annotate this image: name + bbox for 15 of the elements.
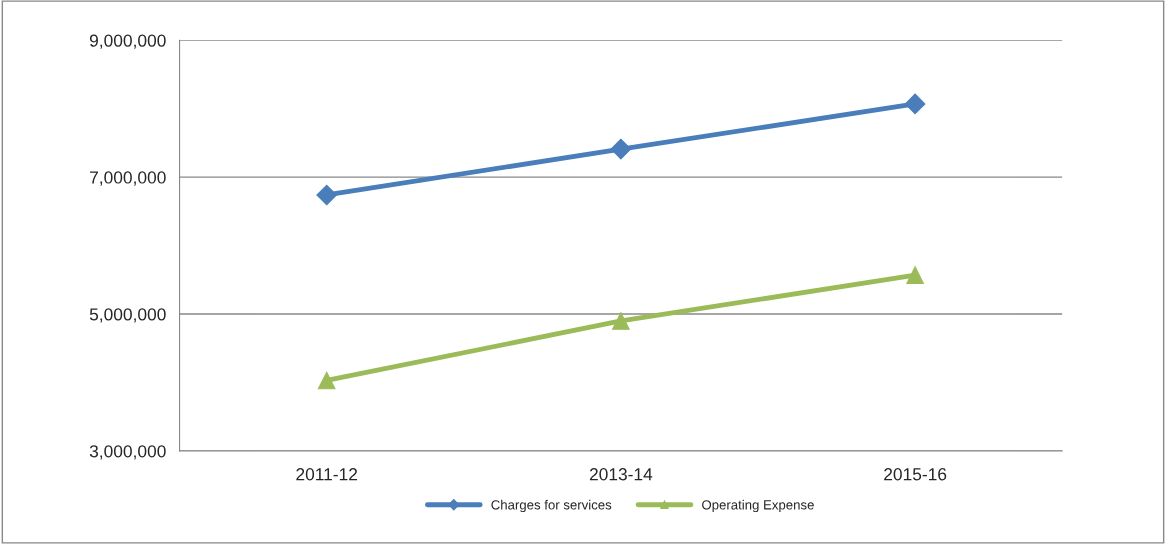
point — [610, 138, 632, 160]
y-tick-label: 9,000,000 — [89, 34, 166, 49]
point — [612, 312, 630, 330]
x-tick-label: 2011-12 — [296, 468, 358, 481]
legend-label: Charges for services — [491, 499, 612, 513]
y-tick-label: 5,000,000 — [89, 308, 166, 323]
point — [316, 184, 338, 206]
y-tick-label: 3,000,000 — [89, 445, 166, 460]
point — [906, 266, 924, 284]
x-tick-label: 2015-16 — [884, 468, 947, 481]
y-tick-label: 7,000,000 — [90, 171, 166, 186]
point — [317, 371, 336, 390]
legend-label: Operating Expense — [702, 499, 814, 513]
x-tick-label: 2013-14 — [589, 468, 653, 481]
point — [904, 93, 926, 115]
